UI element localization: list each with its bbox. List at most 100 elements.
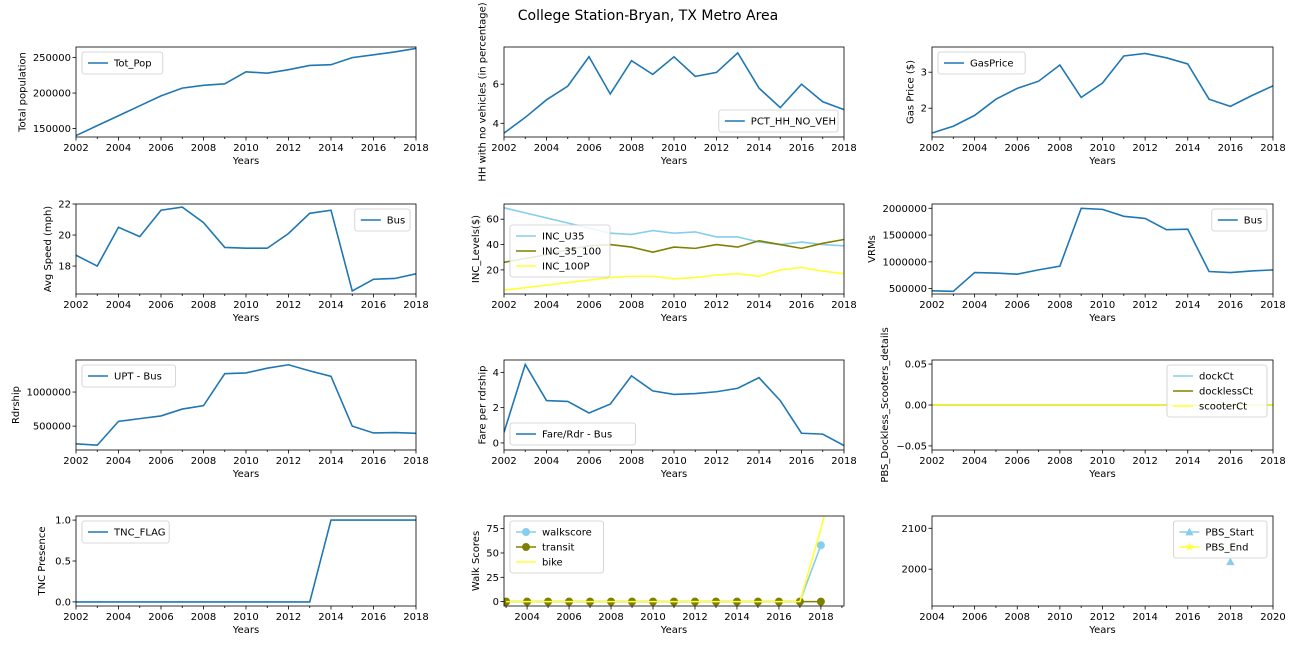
series-line-Tot_Pop	[76, 47, 416, 137]
y-tick-label: 4	[493, 368, 499, 379]
plot-area	[76, 206, 416, 293]
y-axis-label: HH with no vehicles (in percentage)	[478, 2, 489, 181]
x-tick-label: 2008	[619, 143, 644, 154]
y-axis-label: Avg Speed (mph)	[43, 206, 54, 293]
legend-entry: INC_U35	[542, 232, 584, 243]
y-tick-label: 60	[486, 215, 499, 226]
x-tick-label: 2004	[962, 300, 987, 311]
x-tick-label: 2004	[962, 143, 987, 154]
legend-frame	[509, 520, 604, 574]
legend: Fare/Rdr - Bus	[509, 422, 636, 446]
x-tick-label: 2004	[514, 612, 539, 623]
y-tick-label: 22	[58, 200, 71, 211]
plot-area	[76, 363, 416, 447]
y-axis-label: Total population	[18, 52, 29, 133]
x-tick-label: 2010	[661, 456, 686, 467]
x-tick-label: 2006	[148, 612, 173, 623]
x-tick-label: 2004	[106, 300, 131, 311]
x-tick-label: 2002	[491, 456, 516, 467]
x-tick-label: 2018	[403, 300, 428, 311]
x-axis-label: Years	[232, 625, 259, 636]
x-tick-label: 2002	[63, 456, 88, 467]
subplot-3: 2002 2004 2006 2008 2010 2012 2014 2016 2018 2 3 Ye…	[906, 46, 1286, 167]
x-tick-label: 2014	[1175, 300, 1200, 311]
series-line-Fare/Rdr - Bus	[504, 362, 844, 447]
legend-entry: PCT_HH_NO_VEH	[751, 117, 836, 128]
x-tick-label: 2018	[1260, 143, 1285, 154]
legend-frame	[81, 364, 176, 388]
data-point-walkscore	[816, 541, 825, 550]
x-tick-label: 2018	[808, 612, 833, 623]
y-tick-label: 3	[921, 68, 927, 79]
legend-entry: Fare/Rdr - Bus	[542, 430, 612, 441]
x-tick-label: 2008	[598, 612, 623, 623]
series-line-GasPrice	[932, 52, 1273, 134]
x-tick-label: 2004	[106, 143, 131, 154]
subplot-1: 2002 2004 2006 2008 2010 2012 2014 2016 2018 1500…	[18, 46, 429, 167]
x-tick-label: 2018	[831, 143, 856, 154]
x-axis-label: Years	[660, 156, 687, 167]
x-tick-label: 2016	[1218, 143, 1243, 154]
x-tick-label: 2014	[1132, 612, 1157, 623]
legend-entry: Bus	[1244, 216, 1262, 227]
x-tick-label: 2008	[619, 456, 644, 467]
figure-title: College Station-Bryan, TX Metro Area	[517, 8, 779, 24]
legend-frame	[1166, 364, 1268, 418]
x-tick-label: 2008	[619, 300, 644, 311]
x-tick-label: 2004	[534, 300, 559, 311]
legend: PBS_Start PBS_End	[1173, 520, 1268, 559]
y-tick-label: 1000000	[882, 257, 927, 268]
y-tick-label: 0	[493, 597, 499, 608]
legend-entry: Tot_Pop	[113, 59, 152, 70]
x-tick-label: 2014	[746, 456, 771, 467]
x-tick-label: 2006	[962, 612, 987, 623]
y-tick-label: 50	[486, 548, 499, 559]
plot-area	[76, 519, 416, 603]
x-axis-label: Years	[1088, 156, 1115, 167]
legend-frame	[354, 208, 411, 232]
series-line-PCT_HH_NO_VEH	[504, 51, 844, 134]
plot-area	[504, 516, 825, 606]
x-tick-label: 2016	[1175, 612, 1200, 623]
y-tick-label: 2100	[902, 524, 927, 535]
y-tick-label: 40	[486, 240, 499, 251]
x-tick-label: 2010	[1047, 612, 1072, 623]
y-tick-label: −0.05	[896, 441, 927, 452]
x-tick-label: 2002	[491, 300, 516, 311]
x-tick-label: 2020	[1260, 612, 1285, 623]
x-tick-label: 2016	[361, 300, 386, 311]
x-tick-label: 2004	[534, 456, 559, 467]
x-tick-label: 2006	[576, 300, 601, 311]
y-tick-label: 6	[493, 80, 499, 91]
legend-entry: scooterCt	[1199, 402, 1247, 413]
legend: PCT_HH_NO_VEH	[718, 109, 839, 133]
x-tick-label: 2004	[919, 612, 944, 623]
y-axis-label: TNC Presence	[37, 527, 48, 597]
y-tick-label: 1000000	[26, 388, 71, 399]
x-tick-label: 2016	[1218, 456, 1243, 467]
x-tick-label: 2012	[276, 456, 301, 467]
legend: UPT - Bus	[81, 364, 176, 388]
y-tick-label: 0.5	[55, 557, 71, 568]
x-tick-label: 2006	[556, 612, 581, 623]
x-tick-label: 2012	[704, 456, 729, 467]
x-tick-label: 2008	[191, 612, 216, 623]
x-tick-label: 2002	[919, 143, 944, 154]
y-tick-label: 200000	[33, 89, 71, 100]
x-tick-label: 2012	[1132, 300, 1157, 311]
legend-entry: INC_100P	[542, 262, 590, 273]
y-axis-label: INC_Levels($)	[471, 215, 482, 283]
y-axis-label: VRMs	[867, 235, 878, 263]
series-line-INC_100P	[504, 266, 844, 291]
legend: Tot_Pop	[81, 51, 164, 75]
subplot-10: 2002 2004 2006 2008 2010 2012 2014 2016 2018 0.0 0…	[37, 516, 429, 636]
x-tick-label: 2008	[1047, 143, 1072, 154]
x-tick-label: 2016	[766, 612, 791, 623]
subplot-12: 2004 2006 2008 2010 2012 2014 2016 2018 2020 2000…	[902, 515, 1286, 636]
x-tick-label: 2012	[704, 300, 729, 311]
x-tick-label: 2014	[318, 143, 343, 154]
plot-area	[504, 51, 844, 134]
x-tick-label: 2006	[1005, 143, 1030, 154]
legend-marker-transit	[522, 543, 530, 551]
legend: GasPrice	[937, 51, 1026, 75]
